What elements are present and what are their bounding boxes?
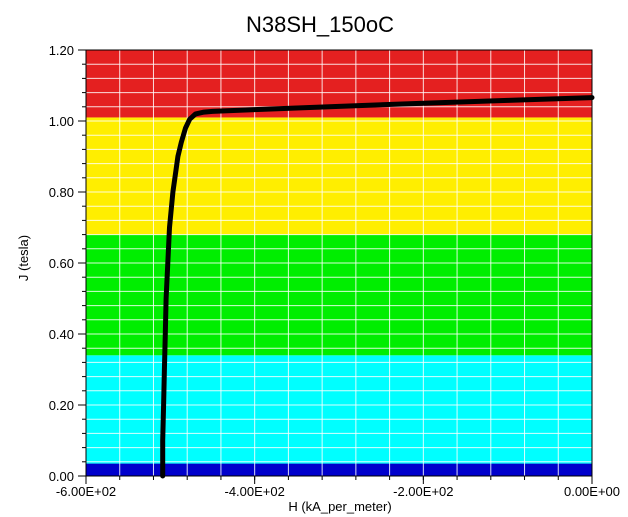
color-band-2 <box>86 234 592 356</box>
color-band-0 <box>86 463 592 476</box>
x-axis-ticks: -6.00E+02 -4.00E+02 -2.00E+02 0.00E+00 <box>56 476 620 499</box>
y-tick-label: 0.60 <box>49 256 74 271</box>
series-line-0 <box>160 95 595 479</box>
series-group <box>160 95 595 479</box>
x-tick-label: -6.00E+02 <box>56 484 116 499</box>
x-tick-label: -2.00E+02 <box>393 484 453 499</box>
y-tick-label: 0.80 <box>49 185 74 200</box>
y-tick-label: 1.20 <box>49 43 74 58</box>
x-tick-label: -4.00E+02 <box>224 484 284 499</box>
x-axis-label: H (kA_per_meter) <box>288 499 391 514</box>
x-tick-label: 0.00E+00 <box>564 484 620 499</box>
y-axis-ticks: 0.00 0.20 0.40 0.60 0.80 1.00 1.20 <box>49 43 86 484</box>
y-axis-label: J (tesla) <box>16 235 31 281</box>
y-tick-label: 0.20 <box>49 398 74 413</box>
y-tick-label: 0.40 <box>49 327 74 342</box>
y-tick-label: 1.00 <box>49 114 74 129</box>
y-tick-label: 0.00 <box>49 469 74 484</box>
color-band-1 <box>86 355 592 464</box>
chart-title: N38SH_150oC <box>246 12 394 37</box>
